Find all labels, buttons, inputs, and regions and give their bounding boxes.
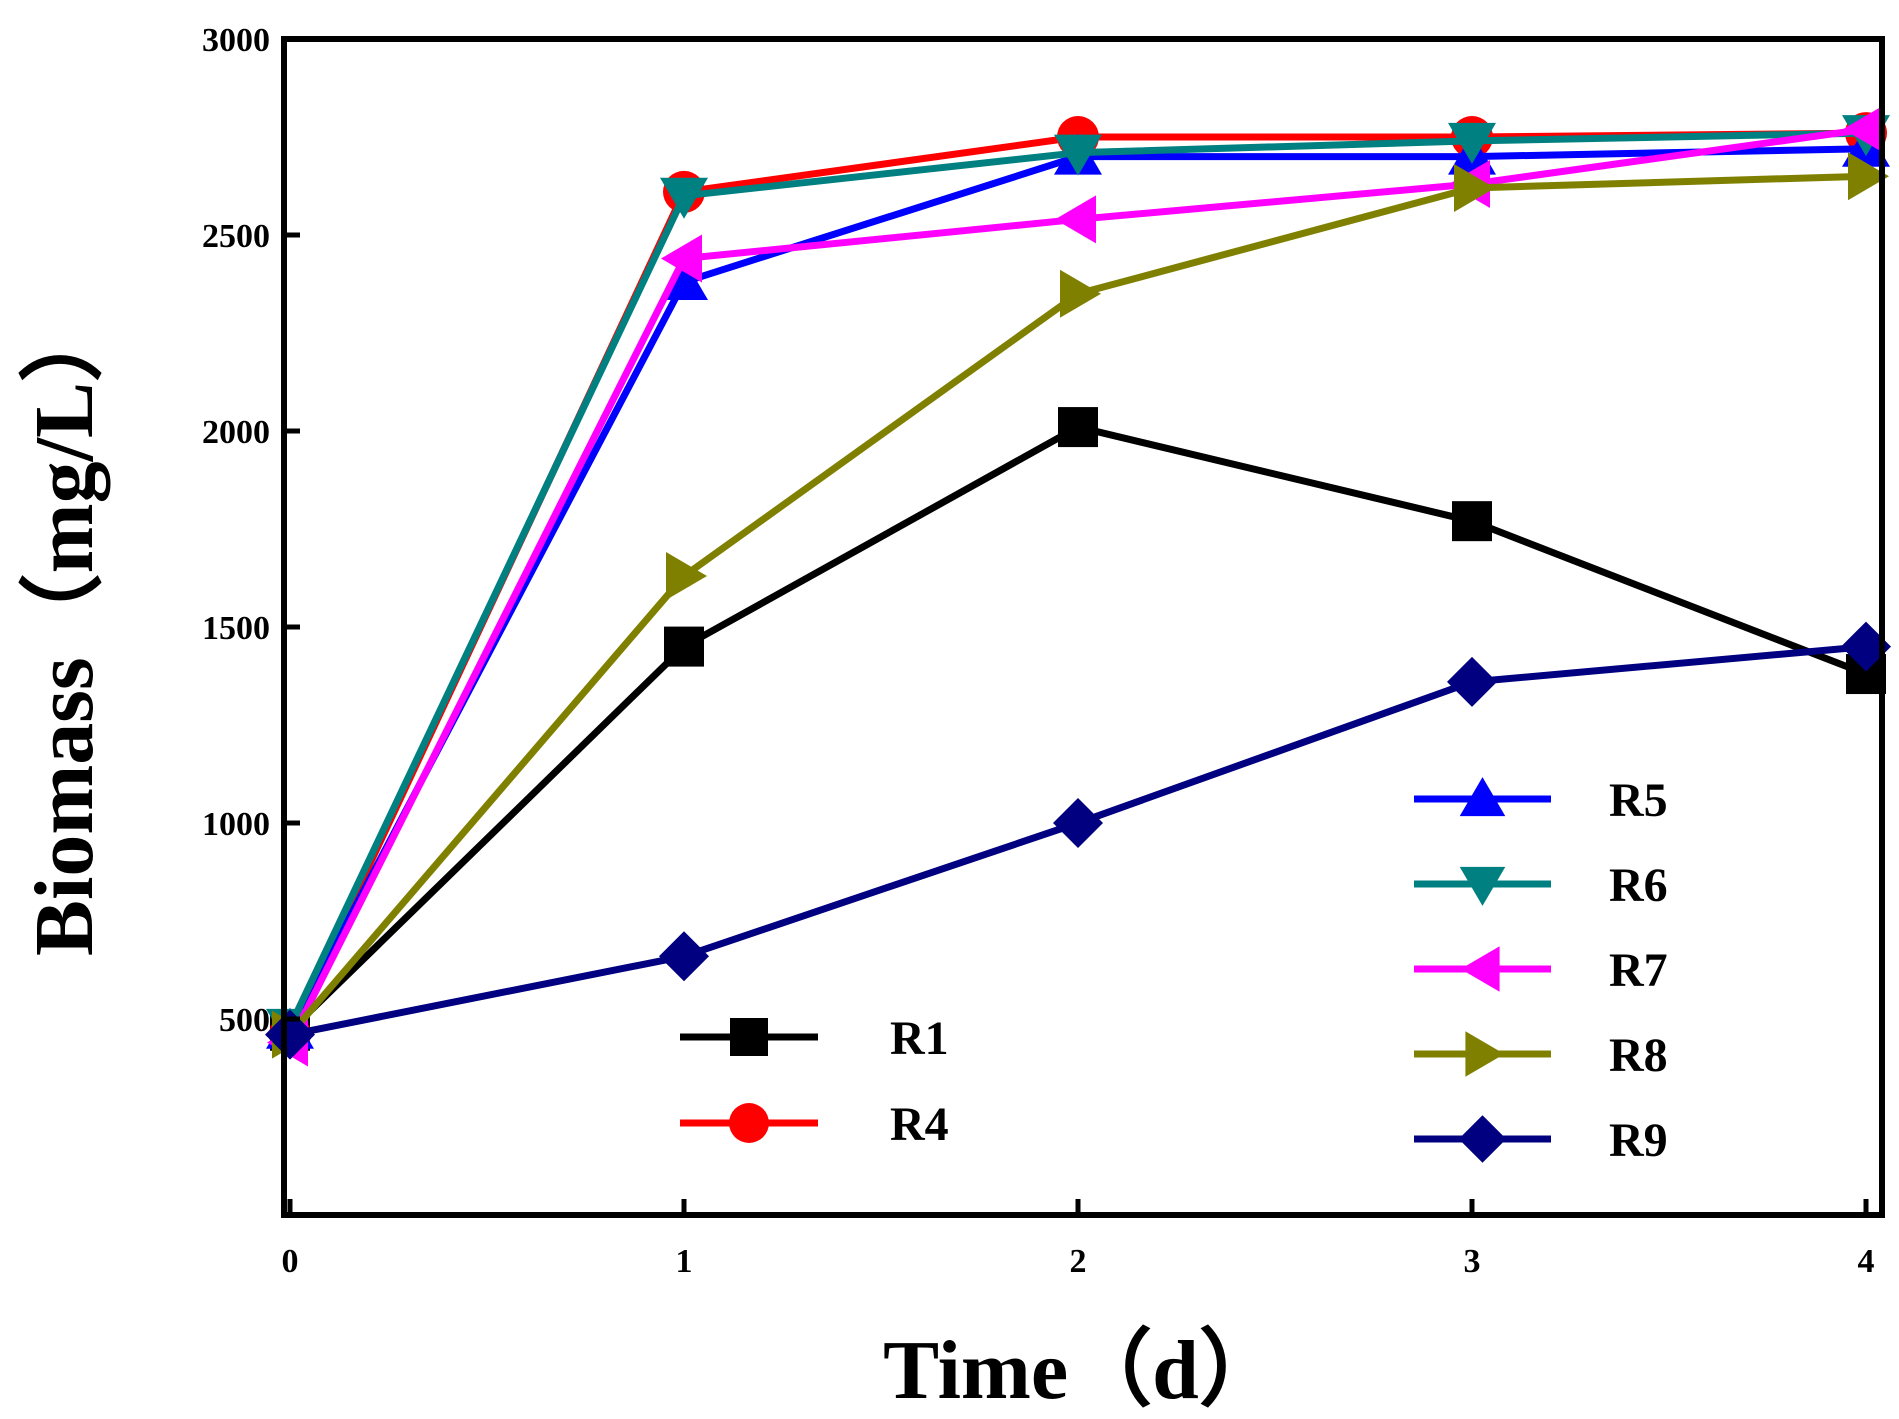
data-point-r1 <box>1452 501 1492 542</box>
data-point-r9 <box>1447 656 1497 707</box>
data-point-r7 <box>1843 105 1884 154</box>
y-tick-label: 1000 <box>202 806 270 843</box>
legend-marker <box>730 1018 768 1056</box>
legend-item-r7: R7 <box>1414 944 1668 997</box>
data-point-r9 <box>265 1009 315 1060</box>
series-r1 <box>270 407 1886 1051</box>
data-point-r6 <box>1448 122 1496 164</box>
y-tick-label: 500 <box>219 1002 270 1039</box>
series-layer <box>265 105 1891 1067</box>
data-point-r9 <box>1053 798 1103 848</box>
y-tick-label: 2000 <box>202 414 270 451</box>
x-tick-label: 1 <box>676 1243 693 1280</box>
legend-marker <box>1458 1115 1507 1163</box>
legend-item-r6: R6 <box>1414 859 1668 912</box>
y-tick-label: 3000 <box>202 22 270 59</box>
x-tick-label: 2 <box>1070 1243 1087 1280</box>
x-tick-label: 4 <box>1858 1243 1875 1280</box>
series-line-r1 <box>287 423 1868 1034</box>
legend-layer: R1 R4 R5 R6 R7 R8 R9 <box>680 774 1668 1167</box>
series-r4 <box>269 112 1887 1056</box>
legend-label: R1 <box>890 1012 949 1065</box>
legend-label: R7 <box>1609 944 1668 997</box>
legend-marker <box>1460 946 1500 992</box>
legend-label: R8 <box>1609 1029 1668 1082</box>
data-point-r1 <box>664 626 704 667</box>
data-point-r7 <box>661 234 702 283</box>
data-point-r8 <box>1060 269 1101 318</box>
series-r9 <box>265 621 1891 1060</box>
legend-label: R9 <box>1609 1114 1668 1167</box>
ticks-layer: 0 1 2 3 4 500 1000 1500 2000 2500 3000 <box>202 22 1875 1280</box>
x-tick-label: 0 <box>282 1243 299 1280</box>
data-point-r6 <box>1054 134 1102 176</box>
data-point-r8 <box>1848 152 1889 201</box>
data-point-r9 <box>1841 621 1891 672</box>
legend-item-r9: R9 <box>1414 1114 1668 1167</box>
legend-label: R6 <box>1609 859 1668 912</box>
x-tick-label: 3 <box>1464 1243 1481 1280</box>
y-axis-title: Biomass（mg/L） <box>18 298 111 956</box>
legend-item-r1: R1 <box>680 1012 949 1065</box>
x-axis-title: Time（d） <box>883 1324 1283 1417</box>
legend-item-r4: R4 <box>680 1098 949 1151</box>
legend-label: R4 <box>890 1098 949 1151</box>
legend-marker <box>729 1103 769 1143</box>
legend-marker <box>1459 866 1506 906</box>
legend-label: R5 <box>1609 774 1668 827</box>
legend-item-r8: R8 <box>1414 1029 1668 1082</box>
y-tick-label: 2500 <box>202 218 270 255</box>
data-point-r1 <box>1058 407 1098 448</box>
legend-item-r5: R5 <box>1414 774 1668 827</box>
data-point-r6 <box>660 177 708 219</box>
data-point-r9 <box>659 931 709 982</box>
legend-marker <box>1465 1031 1505 1077</box>
data-point-r7 <box>1055 195 1096 244</box>
y-tick-label: 1500 <box>202 610 270 647</box>
data-point-r8 <box>1454 163 1495 212</box>
legend-marker <box>1459 777 1506 817</box>
data-point-r8 <box>666 552 707 601</box>
